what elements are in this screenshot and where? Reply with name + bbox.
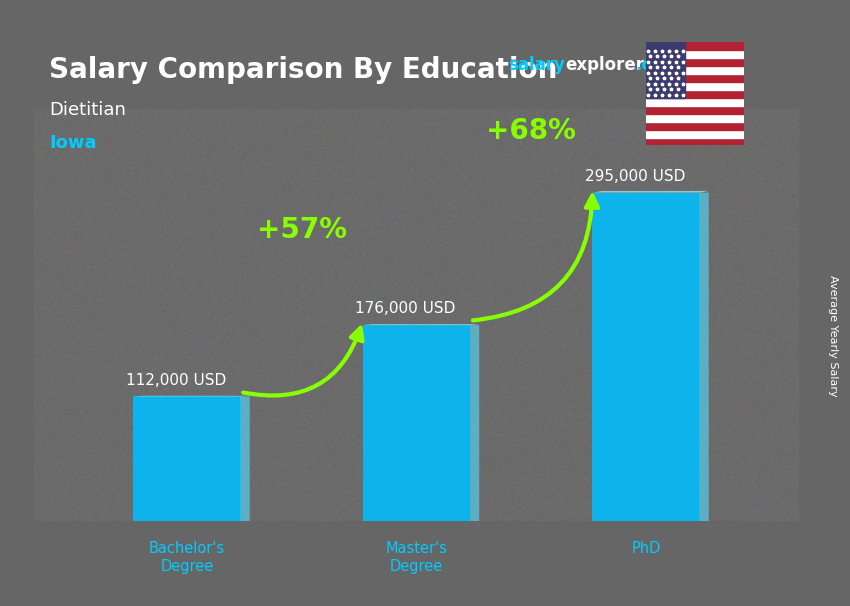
Text: 112,000 USD: 112,000 USD [126,373,226,387]
Bar [646,114,744,122]
Bar [646,74,744,82]
Bar [646,50,744,58]
Text: Iowa: Iowa [49,134,97,152]
Text: Bachelor's
Degree: Bachelor's Degree [149,541,225,574]
Bar [646,122,744,130]
Text: explorer: explorer [565,56,644,73]
FancyArrowPatch shape [243,328,362,396]
Bar [363,325,470,521]
Text: Average Yearly Salary: Average Yearly Salary [829,275,838,396]
Text: salary: salary [508,56,565,73]
Bar [646,82,744,90]
Text: Salary Comparison By Education: Salary Comparison By Education [49,56,558,84]
Polygon shape [241,396,250,521]
FancyArrowPatch shape [473,196,598,321]
Bar [133,396,241,521]
Text: 176,000 USD: 176,000 USD [355,301,456,316]
Text: .com: .com [635,56,680,73]
Bar [646,90,744,98]
Bar [646,106,744,114]
Bar [646,98,744,106]
Bar [646,42,685,98]
Bar [646,138,744,145]
Bar [646,42,744,50]
Text: +68%: +68% [486,118,576,145]
Text: PhD: PhD [632,541,660,556]
Text: 295,000 USD: 295,000 USD [585,168,685,184]
Polygon shape [363,324,479,325]
Polygon shape [592,191,709,193]
Polygon shape [470,325,479,521]
Bar [646,58,744,66]
Text: +57%: +57% [257,216,347,244]
Bar [646,130,744,138]
Bar [592,193,700,521]
Text: Master's
Degree: Master's Degree [386,541,447,574]
Bar [646,66,744,74]
Polygon shape [700,193,709,521]
Text: Dietitian: Dietitian [49,101,126,119]
